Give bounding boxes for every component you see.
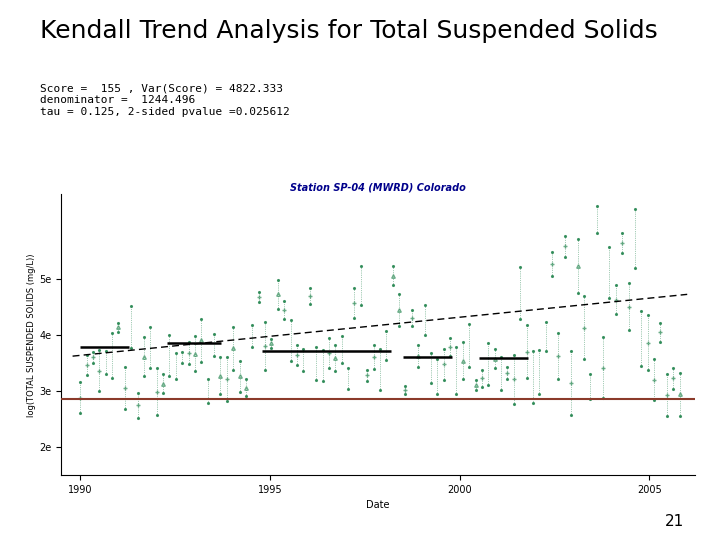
Text: 21: 21 — [665, 514, 684, 529]
X-axis label: Date: Date — [366, 501, 390, 510]
Y-axis label: log(TOTAL SUSPENDED SOLIDS (mg/L)): log(TOTAL SUSPENDED SOLIDS (mg/L)) — [27, 253, 37, 416]
Text: Kendall Trend Analysis for Total Suspended Solids: Kendall Trend Analysis for Total Suspend… — [40, 19, 657, 43]
Text: Score =  155 , Var(Score) = 4822.333
denominator =  1244.496
tau = 0.125, 2-side: Score = 155 , Var(Score) = 4822.333 deno… — [40, 84, 289, 117]
Title: Station SP-04 (MWRD) Colorado: Station SP-04 (MWRD) Colorado — [290, 182, 466, 192]
